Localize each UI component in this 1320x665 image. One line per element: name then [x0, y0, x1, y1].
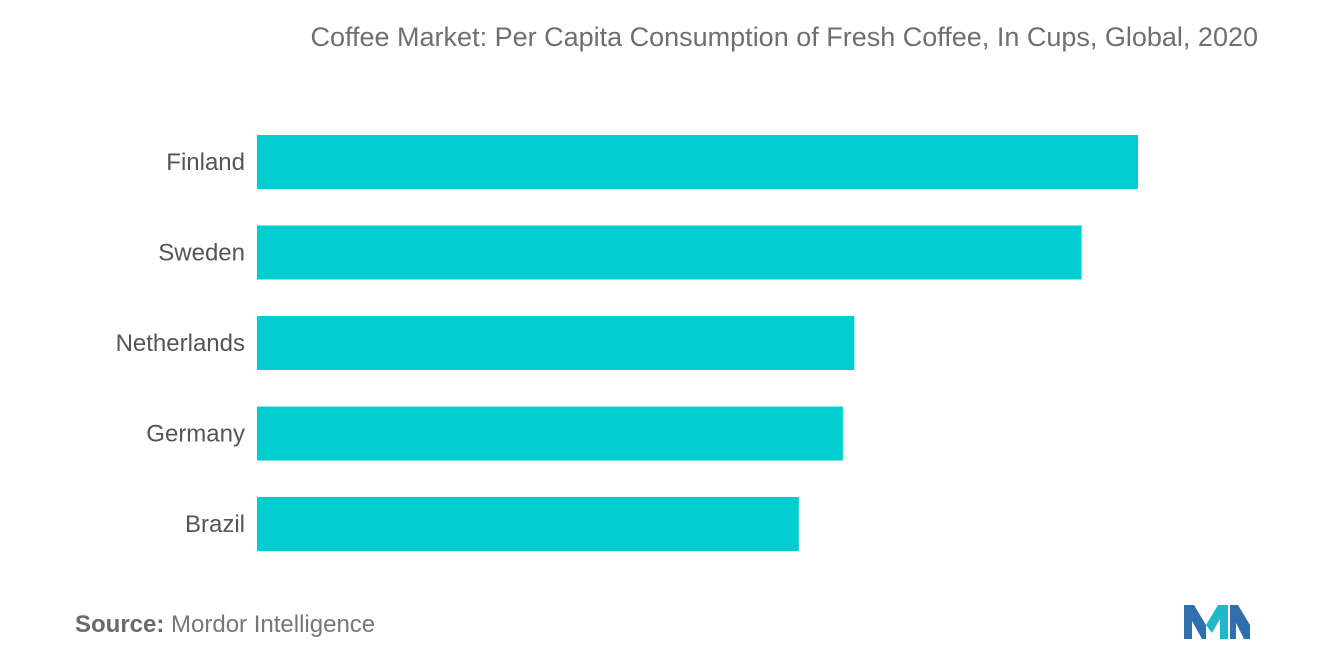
category-labels-group: Finland Sweden Netherlands Germany Brazil — [116, 149, 245, 538]
category-label-finland: Finland — [166, 149, 245, 176]
category-label-netherlands: Netherlands — [116, 330, 245, 357]
category-label-brazil: Brazil — [185, 511, 245, 538]
bar-finland — [257, 135, 1138, 189]
bars-group — [257, 135, 1138, 551]
source-label: Source: — [75, 611, 165, 638]
bar-chart: Finland Sweden Netherlands Germany Brazil — [116, 135, 1138, 551]
source-text: Mordor Intelligence — [171, 611, 376, 638]
bar-brazil — [257, 497, 799, 551]
bar-sweden — [257, 225, 1082, 280]
category-label-sweden: Sweden — [158, 240, 245, 267]
mordor-intelligence-logo-icon — [1184, 605, 1250, 639]
bar-germany — [257, 406, 843, 461]
chart-title: Coffee Market: Per Capita Consumption of… — [310, 22, 1258, 52]
category-label-germany: Germany — [146, 421, 245, 448]
source-note: Source: Mordor Intelligence — [75, 611, 375, 639]
bar-netherlands — [257, 316, 855, 370]
